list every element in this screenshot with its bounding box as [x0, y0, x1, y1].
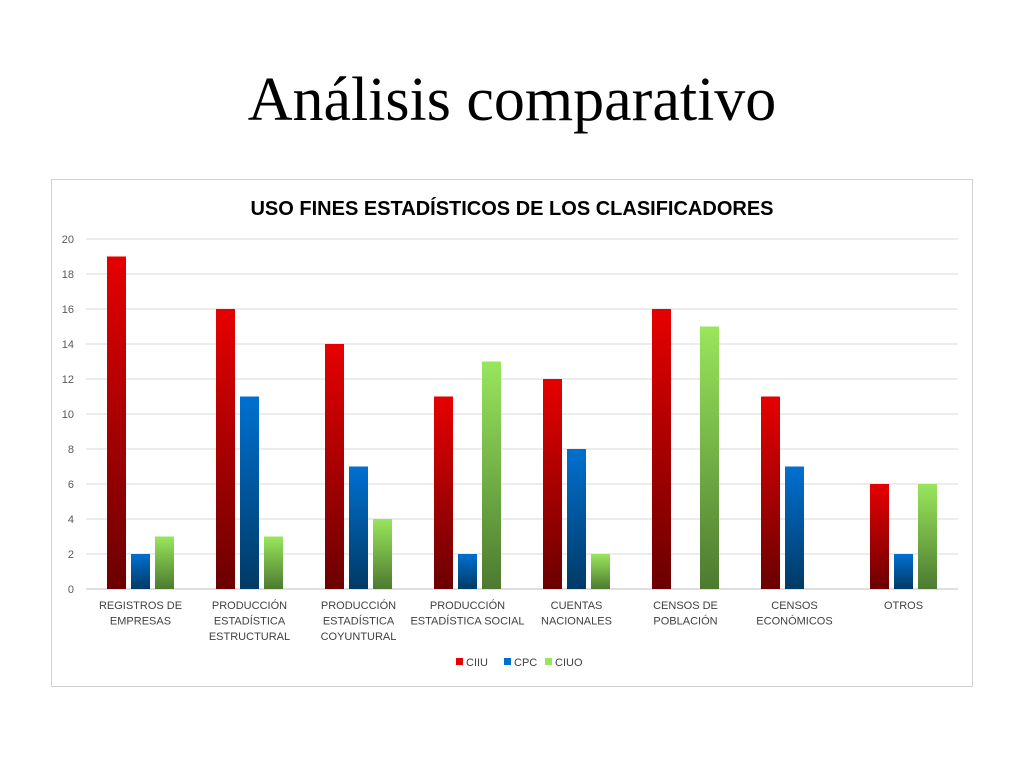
x-category-label: PRODUCCIÓN ESTADÍSTICA ESTRUCTURAL — [209, 599, 290, 643]
y-tick-label: 8 — [68, 444, 74, 456]
bar-ciiu — [107, 256, 126, 589]
chart-frame: USO FINES ESTADÍSTICOS DE LOS CLASIFICAD… — [51, 179, 973, 687]
y-tick-label: 12 — [62, 374, 74, 386]
bar-ciuo — [700, 326, 719, 589]
bar-ciiu — [543, 379, 562, 589]
x-category-label: CENSOS ECONÓMICOS — [756, 600, 832, 628]
y-tick-label: 14 — [62, 339, 74, 351]
bar-ciuo — [155, 536, 174, 589]
bar-chart: USO FINES ESTADÍSTICOS DE LOS CLASIFICAD… — [62, 197, 958, 669]
y-tick-label: 0 — [68, 584, 74, 596]
bar-cpc — [131, 554, 150, 589]
slide-title: Análisis comparativo — [247, 66, 777, 134]
y-tick-label: 10 — [62, 409, 74, 421]
x-category-label: CUENTAS NACIONALES — [541, 600, 612, 628]
bar-cpc — [567, 449, 586, 589]
y-tick-label: 18 — [62, 269, 74, 281]
legend-swatch-cpc — [504, 658, 511, 665]
bar-ciiu — [216, 309, 235, 589]
y-tick-label: 2 — [68, 549, 74, 561]
bar-ciiu — [870, 484, 889, 589]
bar-ciiu — [325, 344, 344, 589]
x-category-label: CENSOS DE POBLACIÓN — [653, 600, 718, 628]
bar-ciuo — [264, 536, 283, 589]
x-category-label: PRODUCCIÓN ESTADÍSTICA SOCIAL — [410, 599, 524, 628]
y-tick-label: 6 — [68, 479, 74, 491]
legend-swatch-ciiu — [456, 658, 463, 665]
bars — [107, 256, 937, 589]
bar-ciiu — [761, 396, 780, 589]
legend-swatch-ciuo — [545, 658, 552, 665]
bar-cpc — [785, 466, 804, 589]
bar-ciuo — [591, 554, 610, 589]
x-category-label: PRODUCCIÓN ESTADÍSTICA COYUNTURAL — [321, 599, 397, 643]
y-tick-label: 4 — [68, 514, 74, 526]
y-tick-label: 20 — [62, 234, 74, 246]
legend-label-cpc: CPC — [514, 657, 537, 669]
bar-ciiu — [434, 396, 453, 589]
legend: CIIU CPC CIUO — [456, 657, 583, 669]
bar-ciuo — [373, 519, 392, 589]
y-axis-ticks: 0 2 4 6 8 10 12 14 16 18 20 — [62, 234, 74, 596]
x-category-label: OTROS — [884, 600, 923, 612]
bar-ciuo — [482, 361, 501, 589]
bar-cpc — [240, 396, 259, 589]
bar-cpc — [894, 554, 913, 589]
bar-ciuo — [918, 484, 937, 589]
x-axis-labels: REGISTROS DE EMPRESAS PRODUCCIÓN ESTADÍSTIC… — [99, 599, 923, 643]
x-category-label: REGISTROS DE EMPRESAS — [99, 600, 182, 628]
bar-cpc — [458, 554, 477, 589]
chart-title: USO FINES ESTADÍSTICOS DE LOS CLASIFICAD… — [250, 197, 773, 220]
legend-label-ciuo: CIUO — [555, 657, 583, 669]
y-tick-label: 16 — [62, 304, 74, 316]
bar-cpc — [349, 466, 368, 589]
bar-ciiu — [652, 309, 671, 589]
legend-label-ciiu: CIIU — [466, 657, 488, 669]
